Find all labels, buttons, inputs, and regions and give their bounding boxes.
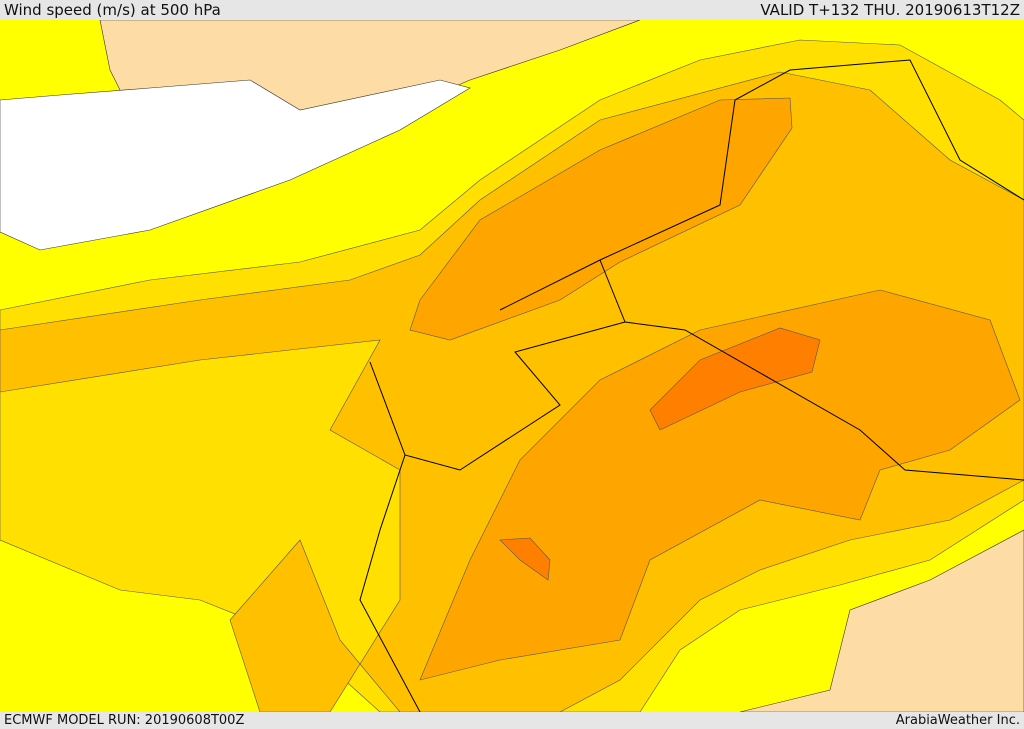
map-title: Wind speed (m/s) at 500 hPa <box>4 1 221 19</box>
header-bar: Wind speed (m/s) at 500 hPa VALID T+132 … <box>0 0 1024 20</box>
credit: ArabiaWeather Inc. <box>895 713 1020 728</box>
dark-orange-level <box>419 289 1021 681</box>
sea <box>0 79 471 251</box>
footer-bar: ECMWF MODEL RUN: 20190608T00Z ArabiaWeat… <box>0 712 1024 729</box>
max-level <box>649 327 821 431</box>
borders <box>359 59 1024 712</box>
orange-level <box>0 71 1024 712</box>
valid-time: VALID T+132 THU. 20190613T12Z <box>760 1 1020 19</box>
wind-map <box>0 20 1024 712</box>
model-run: ECMWF MODEL RUN: 20190608T00Z <box>4 713 245 728</box>
max-level <box>499 537 551 581</box>
land <box>739 529 1024 712</box>
dark-orange-level <box>409 97 793 341</box>
